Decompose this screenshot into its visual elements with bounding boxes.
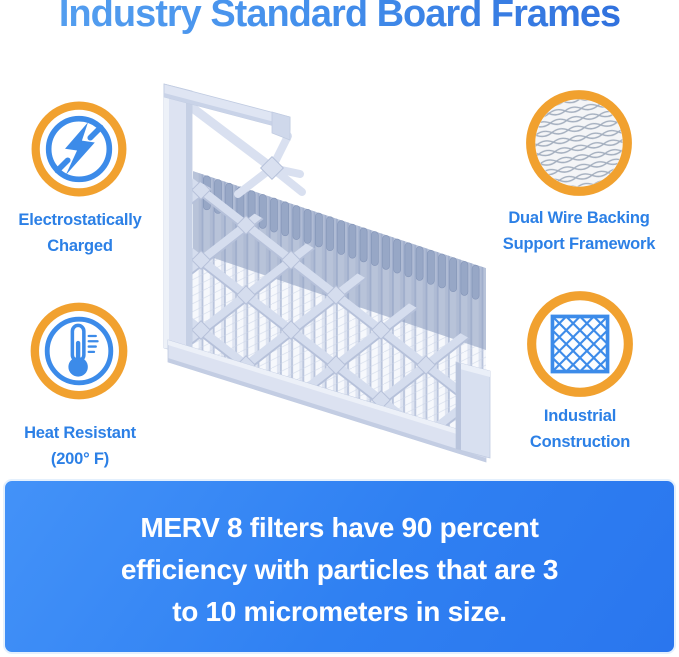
feature-label-line: Charged xyxy=(47,237,113,255)
feature-label-line: Support Framework xyxy=(502,235,656,253)
diamond-lattice-icon xyxy=(522,286,638,402)
feature-label-line: (200° F) xyxy=(50,450,110,468)
feature-label-industrial-construction: Industrial Construction xyxy=(480,403,679,455)
banner-line: to 10 micrometers in size. xyxy=(172,596,507,627)
merv-info-banner: MERV 8 filters have 90 percent efficienc… xyxy=(3,479,676,654)
feature-label-electrostatically-charged: Electrostatically Charged xyxy=(0,207,168,259)
lightning-bolt-icon xyxy=(27,97,131,201)
banner-text: MERV 8 filters have 90 percent efficienc… xyxy=(5,507,674,633)
feature-label-line: Industrial xyxy=(543,407,617,425)
feature-label-heat-resistant: Heat Resistant (200° F) xyxy=(0,420,168,472)
page-title: Industry Standard Board Frames xyxy=(0,0,679,36)
wire-mesh-icon xyxy=(521,85,637,201)
feature-label-line: Electrostatically xyxy=(18,211,142,229)
feature-label-line: Heat Resistant xyxy=(24,424,136,442)
thermometer-icon xyxy=(26,298,132,404)
banner-line: MERV 8 filters have 90 percent xyxy=(140,512,539,543)
feature-label-line: Construction xyxy=(529,433,631,451)
feature-label-dual-wire-backing: Dual Wire Backing Support Framework xyxy=(479,205,679,257)
banner-line: efficiency with particles that are 3 xyxy=(120,554,559,585)
pleated-air-filter-image xyxy=(148,55,520,485)
air-filter-render xyxy=(163,83,491,463)
feature-label-line: Dual Wire Backing xyxy=(508,209,650,227)
